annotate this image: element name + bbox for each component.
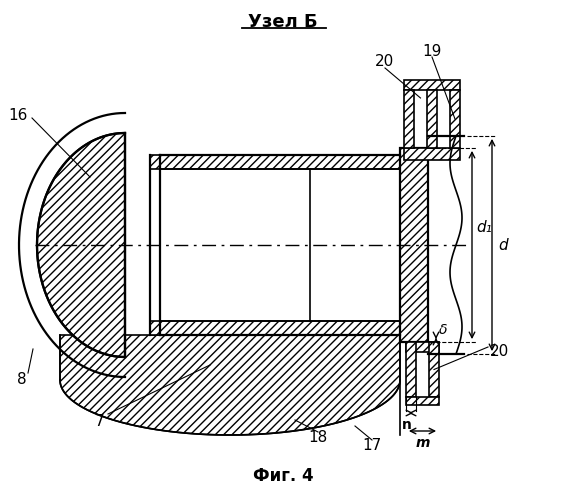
Text: 18: 18 <box>308 430 328 446</box>
Bar <box>404 148 460 160</box>
Bar <box>429 342 439 397</box>
Text: δ: δ <box>439 322 448 336</box>
Bar <box>160 155 400 169</box>
Text: n: n <box>402 418 412 432</box>
Bar <box>404 80 460 90</box>
Text: Узел Б: Узел Б <box>248 13 318 31</box>
Bar <box>150 155 160 169</box>
Text: m: m <box>415 436 430 450</box>
Text: 16: 16 <box>8 108 28 122</box>
Text: 7: 7 <box>95 414 105 430</box>
Text: 19: 19 <box>422 44 441 60</box>
Bar <box>160 321 400 335</box>
Bar <box>404 90 414 148</box>
Bar <box>406 342 416 397</box>
Text: Фиг. 4: Фиг. 4 <box>252 467 314 485</box>
Bar <box>150 321 160 335</box>
Text: 8: 8 <box>17 372 27 388</box>
Text: 20: 20 <box>490 344 509 360</box>
Bar <box>406 342 439 352</box>
Bar <box>427 90 437 148</box>
Bar <box>406 397 439 405</box>
Bar <box>400 148 428 342</box>
Text: 20: 20 <box>375 54 395 70</box>
Text: d: d <box>498 238 508 252</box>
Text: d₁: d₁ <box>476 220 492 234</box>
Text: 17: 17 <box>362 438 381 454</box>
Polygon shape <box>37 133 125 357</box>
Bar <box>450 90 460 148</box>
Polygon shape <box>60 335 400 435</box>
